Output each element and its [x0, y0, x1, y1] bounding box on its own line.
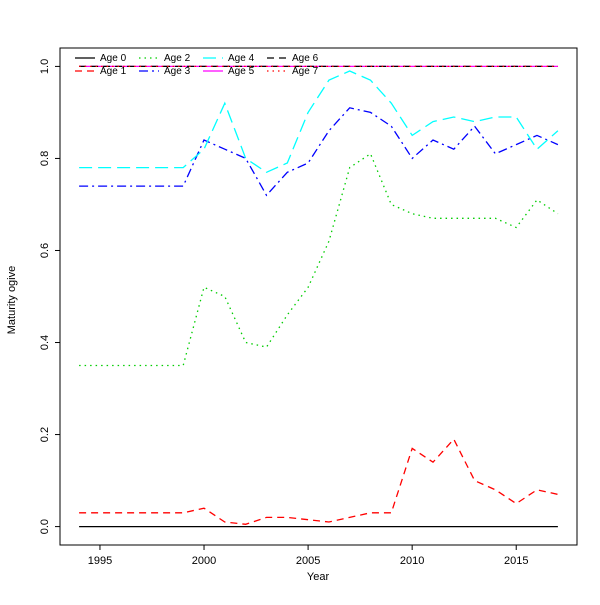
legend-item-age-7: Age 7: [267, 66, 319, 77]
legend-item-age-2: Age 2: [139, 53, 191, 64]
y-tick-label: 0.4: [39, 335, 51, 350]
y-tick-label: 1.0: [39, 59, 51, 74]
series-line-age-3: [79, 107, 559, 197]
x-axis-title: Year: [307, 571, 330, 583]
legend-item-age-3: Age 3: [139, 66, 191, 77]
plot-box: [59, 47, 578, 546]
legend-item-age-5: Age 5: [203, 66, 255, 77]
y-tick-label: 0.6: [39, 243, 51, 258]
legend-label: Age 3: [164, 66, 191, 77]
legend-item-age-0: Age 0: [75, 53, 127, 64]
legend: Age 0 Age 1 Age 2 Age 3 Age 4 Age 5 Age 6 Age 7: [75, 53, 319, 77]
x-tick-label: 2010: [400, 555, 424, 567]
series-line-age-4: [79, 70, 559, 174]
legend-label: Age 4: [228, 53, 255, 64]
x-tick-label: 2015: [504, 555, 528, 567]
x-tick-label: 2000: [192, 555, 216, 567]
legend-label: Age 1: [100, 66, 127, 77]
legend-item-age-6: Age 6: [267, 53, 319, 64]
y-tick-label: 0.2: [39, 427, 51, 442]
series-line-age-1: [79, 438, 559, 525]
legend-item-age-1: Age 1: [75, 66, 127, 77]
y-tick-label: 0.8: [39, 151, 51, 166]
legend-label: Age 6: [292, 53, 319, 64]
plot-generated-content: 1995 2000 2005 2010 2015 0.0 0.2 0.4 0.6 0.8 1.0 Ag…: [39, 47, 578, 567]
x-tick-label: 1995: [88, 555, 112, 567]
y-tick-label: 0.0: [39, 519, 51, 534]
legend-label: Age 7: [292, 66, 319, 77]
legend-label: Age 0: [100, 53, 127, 64]
legend-item-age-4: Age 4: [203, 53, 255, 64]
y-axis-title: Maturity ogive: [6, 266, 18, 334]
legend-label: Age 2: [164, 53, 191, 64]
legend-label: Age 5: [228, 66, 255, 77]
x-tick-label: 2005: [296, 555, 320, 567]
